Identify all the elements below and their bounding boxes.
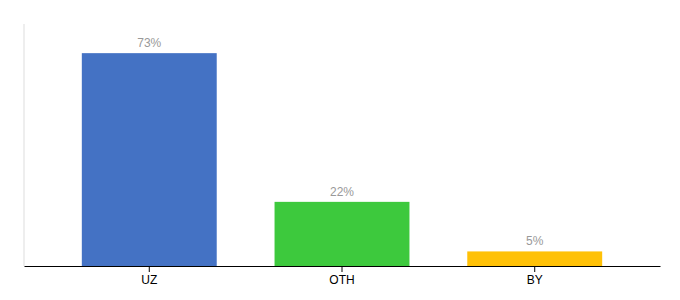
x-tick: BY <box>527 266 543 287</box>
chart: UZ OTH BY 73% 22% 5% <box>0 0 680 300</box>
plot: UZ OTH BY 73% 22% 5% <box>24 24 661 287</box>
x-tick-label: UZ <box>141 273 157 287</box>
bar <box>275 202 410 266</box>
x-tick-mark <box>149 266 150 272</box>
data-labels: 73% 22% 5% <box>137 36 543 248</box>
x-tick: UZ <box>141 266 157 287</box>
bars <box>82 53 602 266</box>
x-axis: UZ OTH BY <box>25 266 661 287</box>
bar <box>82 53 217 266</box>
data-label: 5% <box>526 234 544 248</box>
bar <box>467 251 602 266</box>
x-tick-mark <box>342 266 343 272</box>
x-tick-label: OTH <box>329 273 354 287</box>
x-tick-label: BY <box>527 273 543 287</box>
y-range-line <box>24 24 25 266</box>
x-tick-mark <box>534 266 535 272</box>
x-tick: OTH <box>329 266 354 287</box>
data-label: 73% <box>137 36 161 50</box>
data-label: 22% <box>330 185 354 199</box>
